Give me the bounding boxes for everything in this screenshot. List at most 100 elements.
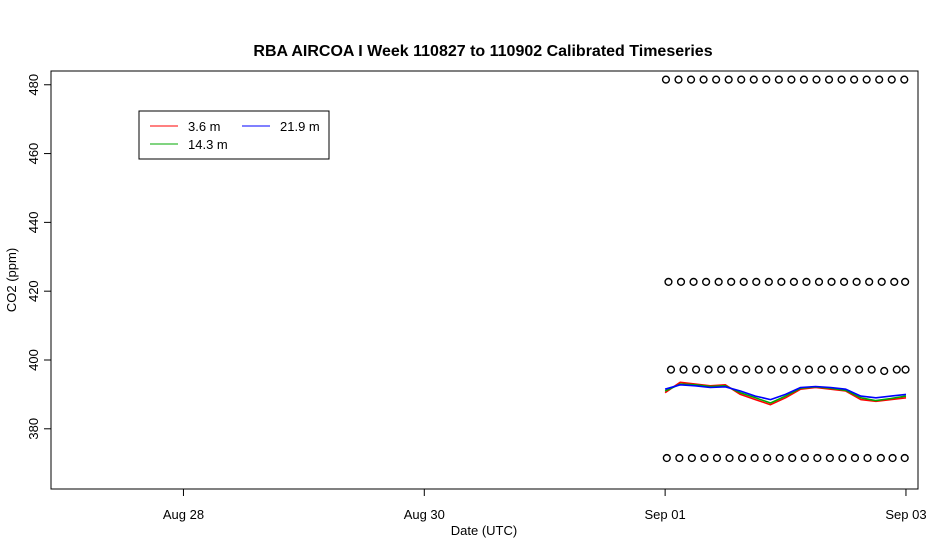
data-point-marker bbox=[842, 365, 851, 374]
data-point-marker bbox=[875, 75, 884, 84]
data-point-marker bbox=[661, 75, 671, 84]
x-axis-label: Date (UTC) bbox=[451, 523, 517, 538]
data-point-marker bbox=[876, 453, 885, 463]
data-point-marker bbox=[799, 75, 809, 84]
data-point-marker bbox=[674, 75, 683, 84]
data-point-marker bbox=[676, 277, 686, 286]
data-point-marker bbox=[802, 277, 811, 286]
data-point-marker bbox=[824, 75, 834, 84]
data-point-marker bbox=[863, 453, 872, 463]
y-tick-label: 380 bbox=[26, 418, 41, 440]
legend-label: 3.6 m bbox=[188, 119, 221, 134]
data-point-marker bbox=[699, 75, 708, 84]
data-point-marker bbox=[767, 365, 776, 374]
data-point-marker bbox=[867, 365, 876, 374]
data-point-marker bbox=[813, 453, 822, 463]
data-point-marker bbox=[700, 453, 709, 463]
data-point-marker bbox=[764, 277, 773, 286]
x-tick-label: Aug 28 bbox=[163, 507, 204, 522]
data-point-marker bbox=[792, 365, 801, 374]
data-point-marker bbox=[702, 277, 711, 286]
data-point-marker bbox=[839, 277, 849, 286]
data-point-marker bbox=[717, 365, 726, 374]
data-point-marker bbox=[787, 75, 796, 84]
data-point-marker bbox=[777, 277, 786, 286]
data-point-marker bbox=[788, 453, 797, 463]
data-point-marker bbox=[838, 453, 847, 463]
data-point-marker bbox=[737, 75, 746, 84]
data-point-marker bbox=[675, 453, 684, 463]
legend-label: 14.3 m bbox=[188, 137, 228, 152]
data-point-marker bbox=[714, 277, 723, 286]
legend-box bbox=[138, 110, 330, 160]
data-point-marker bbox=[686, 75, 696, 84]
data-point-marker bbox=[855, 365, 864, 374]
data-point-marker bbox=[877, 277, 886, 286]
data-point-marker bbox=[804, 365, 814, 374]
data-point-marker bbox=[725, 453, 734, 463]
data-point-marker bbox=[666, 365, 676, 374]
data-point-marker bbox=[817, 365, 826, 374]
data-point-marker bbox=[712, 75, 721, 84]
data-point-marker bbox=[800, 453, 809, 463]
data-point-marker bbox=[727, 277, 736, 286]
data-point-marker bbox=[664, 277, 673, 286]
data-point-marker bbox=[779, 365, 788, 374]
data-point-marker bbox=[865, 277, 874, 286]
y-tick-label: 460 bbox=[26, 143, 41, 165]
data-point-marker bbox=[862, 75, 871, 84]
data-point-marker bbox=[888, 453, 897, 463]
data-point-marker bbox=[829, 365, 839, 374]
data-point-marker bbox=[662, 453, 671, 463]
data-point-marker bbox=[900, 453, 909, 463]
data-point-marker bbox=[749, 75, 758, 84]
data-point-marker bbox=[827, 277, 836, 286]
data-point-marker bbox=[880, 366, 889, 376]
y-axis-label: CO2 (ppm) bbox=[4, 248, 19, 312]
data-point-marker bbox=[763, 453, 772, 463]
y-tick-label: 440 bbox=[26, 212, 41, 234]
data-point-marker bbox=[679, 365, 688, 374]
data-point-marker bbox=[814, 277, 824, 286]
x-axis: Aug 28 Aug 30 Sep 01 Sep 03 bbox=[163, 489, 927, 522]
data-point-marker bbox=[739, 277, 748, 286]
data-point-marker bbox=[729, 365, 738, 374]
data-point-marker bbox=[774, 75, 783, 84]
data-point-marker bbox=[837, 75, 846, 84]
data-point-marker bbox=[850, 453, 860, 463]
y-axis: 380 400 420 440 460 480 bbox=[26, 74, 51, 440]
y-tick-label: 480 bbox=[26, 74, 41, 96]
data-point-marker bbox=[691, 365, 701, 374]
data-point-marker bbox=[789, 277, 799, 286]
data-point-marker bbox=[737, 453, 747, 463]
plot-frame bbox=[50, 70, 919, 490]
data-point-marker bbox=[752, 277, 761, 286]
data-point-marker bbox=[754, 365, 763, 374]
plot-area bbox=[661, 75, 910, 463]
data-point-marker bbox=[850, 75, 859, 84]
data-point-marker bbox=[742, 365, 751, 374]
data-point-marker bbox=[901, 365, 910, 374]
data-point-marker bbox=[901, 277, 910, 286]
y-tick-label: 420 bbox=[26, 280, 41, 302]
x-tick-label: Sep 03 bbox=[885, 507, 926, 522]
data-point-marker bbox=[890, 277, 899, 286]
data-point-marker bbox=[712, 453, 722, 463]
data-point-marker bbox=[724, 75, 733, 84]
x-tick-label: Sep 01 bbox=[645, 507, 686, 522]
series-line-14.3 m bbox=[664, 383, 907, 404]
data-point-marker bbox=[812, 75, 821, 84]
data-point-marker bbox=[762, 75, 771, 84]
data-point-marker bbox=[852, 277, 861, 286]
data-point-marker bbox=[825, 453, 834, 463]
data-point-marker bbox=[689, 277, 698, 286]
data-point-marker bbox=[900, 75, 909, 84]
data-point-marker bbox=[704, 365, 713, 374]
legend-label: 21.9 m bbox=[280, 119, 320, 134]
data-point-marker bbox=[687, 453, 696, 463]
x-tick-label: Aug 30 bbox=[404, 507, 445, 522]
chart-title: RBA AIRCOA I Week 110827 to 110902 Calib… bbox=[253, 43, 712, 60]
data-point-marker bbox=[775, 453, 784, 463]
legend: 3.6 m 14.3 m 21.9 m bbox=[138, 110, 330, 160]
